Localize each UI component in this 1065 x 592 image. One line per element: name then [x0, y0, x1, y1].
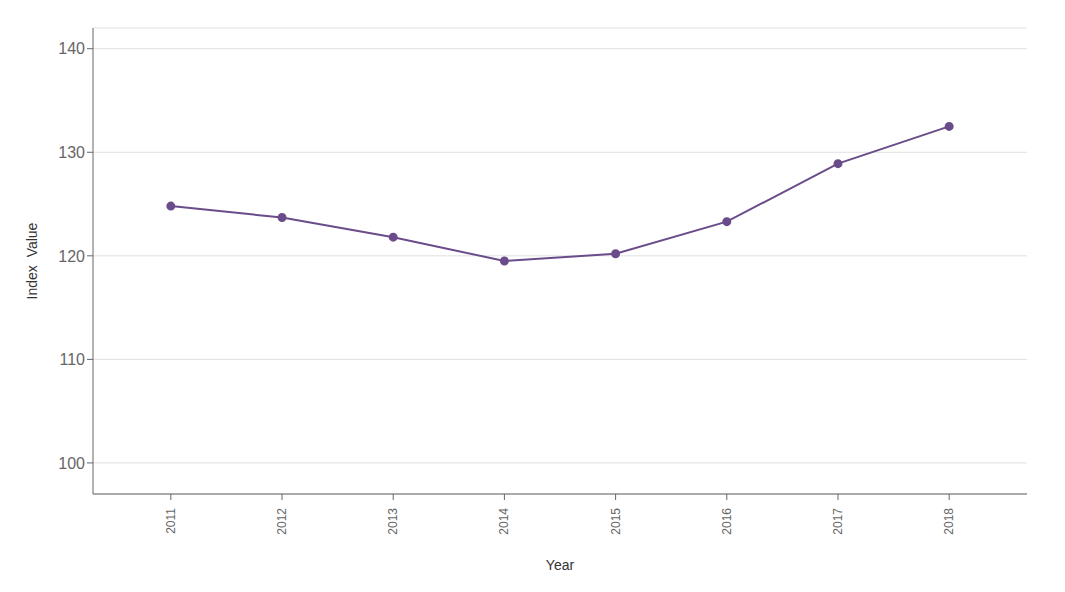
svg-text:2012: 2012	[275, 508, 289, 535]
svg-text:140: 140	[58, 40, 85, 57]
svg-text:2013: 2013	[386, 508, 400, 535]
svg-text:2011: 2011	[164, 508, 178, 534]
svg-text:2016: 2016	[720, 508, 734, 535]
svg-text:100: 100	[58, 455, 85, 472]
svg-text:110: 110	[59, 351, 85, 368]
svg-text:Index Value: Index Value	[24, 222, 40, 299]
svg-text:120: 120	[58, 248, 85, 265]
svg-text:2014: 2014	[497, 508, 511, 535]
svg-text:Year: Year	[546, 557, 575, 573]
svg-text:2017: 2017	[831, 508, 845, 535]
svg-text:2018: 2018	[942, 508, 956, 535]
svg-text:2015: 2015	[609, 508, 623, 535]
svg-text:130: 130	[58, 144, 85, 161]
